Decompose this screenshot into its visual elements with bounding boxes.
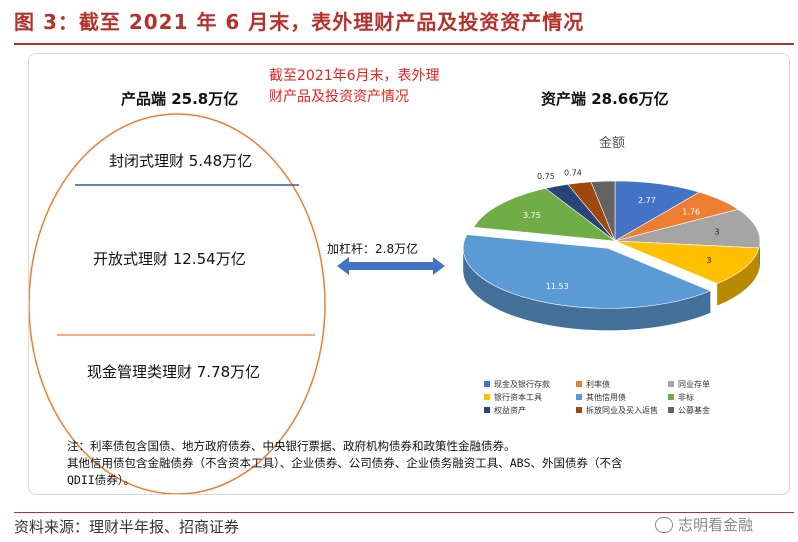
chart-heading-line-2: 财产品及投资资产情况 [269, 89, 409, 105]
open-end-label: 开放式理财 12.54万亿 [93, 250, 246, 268]
product-side-label: 产品端 25.8万亿 [121, 90, 239, 108]
chart-graphics: 2.77 1.76 3 3 11.53 3.75 0.75 0.74 [29, 113, 761, 494]
chart-note: 注：利率债包含国债、地方政府债券、中央银行票据、政府机构债券和政策性金融债券。 … [67, 438, 767, 489]
watermark: 志明看金融 [655, 514, 753, 535]
legend-label: 同业存单 [678, 380, 710, 389]
watermark-text: 志明看金融 [678, 516, 754, 534]
legend-item: 银行资本工具 [484, 392, 542, 403]
legend-label: 公募基金 [678, 406, 710, 415]
leverage-arrow [337, 257, 445, 275]
pie-title: 金额 [599, 136, 626, 151]
legend-item: 利率债 [576, 379, 610, 390]
source-rule [14, 512, 794, 513]
chart-panel: 2.77 1.76 3 3 11.53 3.75 0.75 0.74 截至2021年6月末，表… [28, 53, 790, 495]
pie-value-label-5: 3.75 [523, 211, 541, 220]
pie-value-label-6: 0.75 [537, 172, 555, 181]
note-line-3: QDII债券）。 [67, 473, 135, 487]
pie-side-2 [759, 241, 760, 270]
pie-value-label-1: 1.76 [682, 207, 700, 216]
legend-item: 拆放同业及买入返售 [576, 405, 658, 416]
legend-label: 现金及银行存款 [494, 380, 550, 389]
cash-management-label: 现金管理类理财 7.78万亿 [87, 363, 261, 381]
closed-end-label: 封闭式理财 5.48万亿 [109, 152, 253, 170]
wechat-icon [655, 517, 673, 533]
legend-label: 其他信用债 [586, 393, 626, 402]
pie-value-label-4: 11.53 [546, 282, 569, 291]
figure-title: 图 3：截至 2021 年 6 月末，表外理财产品及投资资产情况 [14, 10, 585, 34]
pie-value-label-0: 2.77 [638, 196, 656, 205]
legend-label: 非标 [678, 393, 694, 402]
legend-label: 权益资产 [494, 406, 526, 415]
title-rule [14, 43, 794, 45]
legend-item: 公募基金 [668, 405, 710, 416]
legend-label: 拆放同业及买入返售 [586, 406, 658, 415]
pie-slice-2 [614, 209, 761, 249]
legend-swatch [668, 381, 674, 387]
product-oval [29, 113, 326, 494]
source-text: 资料来源：理财半年报、招商证券 [14, 518, 240, 536]
pie-chart: 2.77 1.76 3 3 11.53 3.75 0.75 0.74 [462, 168, 761, 331]
pie-side-3 [717, 247, 760, 306]
pie-slice-5 [473, 188, 617, 242]
pie-value-label-7: 0.74 [564, 168, 582, 177]
legend-item: 其他信用债 [576, 392, 626, 403]
chart-heading: 截至2021年6月末，表外理 财产品及投资资产情况 [269, 66, 440, 108]
note-line-2: 其他信用债包含金融债券（不含资本工具）、企业债券、公司债券、企业债务融资工具、A… [67, 456, 623, 470]
legend-swatch [668, 407, 674, 413]
legend-swatch [484, 394, 490, 400]
pie-slice-8 [590, 180, 616, 242]
legend-item: 同业存单 [668, 379, 710, 390]
legend-item: 权益资产 [484, 405, 526, 416]
legend-swatch [576, 407, 582, 413]
legend-swatch [484, 381, 490, 387]
legend-label: 银行资本工具 [494, 393, 542, 402]
pie-value-label-3: 3 [706, 256, 711, 265]
legend-item: 现金及银行存款 [484, 379, 550, 390]
chart-heading-line-1: 截至2021年6月末，表外理 [269, 68, 440, 84]
legend-swatch [668, 394, 674, 400]
legend-swatch [576, 381, 582, 387]
legend-swatch [576, 394, 582, 400]
pie-slice-0 [614, 180, 701, 242]
pie-slice-4 [462, 234, 712, 309]
pie-value-label-2: 3 [714, 228, 719, 237]
pie-side-4 [463, 248, 711, 331]
legend-swatch [484, 407, 490, 413]
asset-side-label: 资产端 28.66万亿 [541, 90, 669, 108]
note-line-1: 注：利率债包含国债、地方政府债券、中央银行票据、政府机构债券和政策性金融债券。 [67, 439, 516, 453]
legend-item: 非标 [668, 392, 694, 403]
pie-slice-3 [614, 240, 760, 284]
legend-label: 利率债 [586, 380, 610, 389]
leverage-label: 加杠杆：2.8万亿 [327, 242, 419, 256]
